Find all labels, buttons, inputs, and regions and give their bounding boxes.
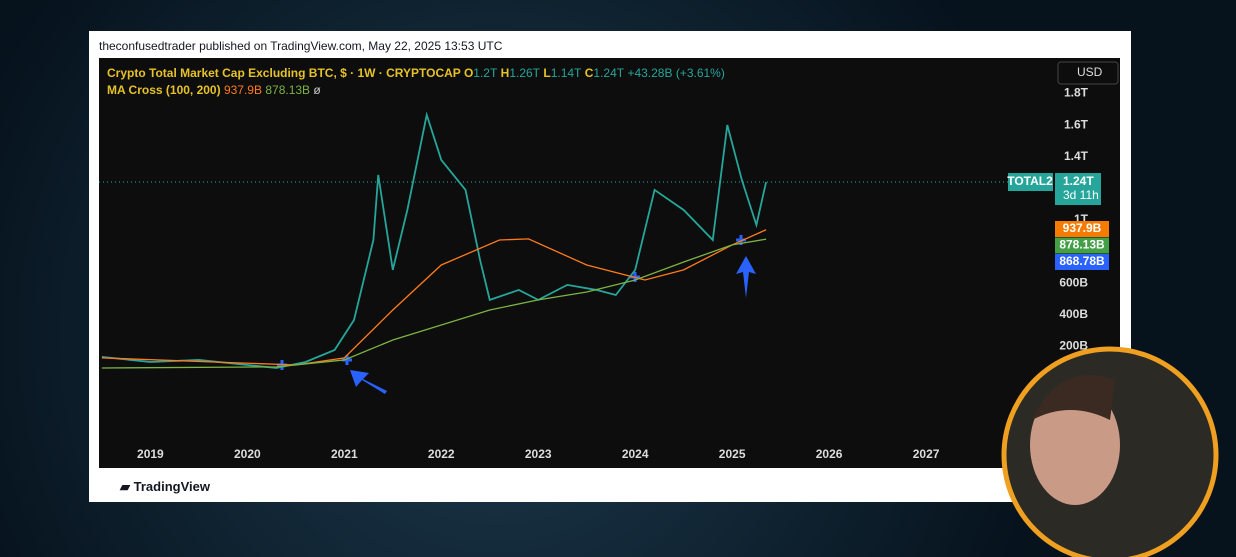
x-tick-label: 2026 — [816, 447, 843, 461]
ohlc: 1.14T — [550, 66, 582, 80]
ohlc: 1.26T — [509, 66, 541, 80]
currency-box — [1057, 61, 1119, 85]
y-tick-label: 1.8T — [1064, 86, 1089, 100]
ma-extra: ø — [313, 83, 321, 97]
price-tag-name: TOTAL2 — [1007, 174, 1053, 188]
level-tag-bg — [1055, 221, 1109, 237]
series-line — [101, 238, 767, 369]
hair — [1032, 375, 1115, 420]
logo: ▰ — [120, 479, 130, 494]
level-tag: 878.13B — [1059, 238, 1105, 252]
face — [1030, 385, 1120, 505]
level-tag: 868.78B — [1059, 254, 1105, 268]
y-tick-label: 1.4T — [1064, 149, 1089, 163]
x-tick-label: 2023 — [525, 447, 552, 461]
legend: Crypto Total Market Cap Excluding BTC, $… — [107, 65, 725, 99]
x-tick-label: 2027 — [913, 447, 940, 461]
x-tick-label: 2024 — [622, 447, 649, 461]
price-tag-price: 1.24T — [1063, 174, 1094, 188]
ohlc-key: L — [543, 66, 551, 80]
header: theconfusedtrader published on TradingVi… — [99, 39, 503, 53]
x-tick-label: 2022 — [428, 447, 455, 461]
x-tick-label: 2025 — [719, 447, 746, 461]
x-tick-label: 2020 — [234, 447, 261, 461]
ohlc-key: H — [500, 66, 510, 80]
ma-label: MA Cross (100, 200) — [107, 83, 221, 97]
y-tick-label: 200B — [1059, 339, 1088, 353]
price-tag-bg — [1055, 173, 1101, 206]
symbol: Crypto Total Market Cap Excluding BTC, $… — [107, 66, 461, 80]
level-tag: 937.9B — [1063, 221, 1102, 235]
ohlc: 1.24T — [593, 66, 625, 80]
change: +43.28B (+3.61%) — [627, 66, 725, 80]
series-line — [101, 111, 767, 369]
x-tick-label: 2021 — [331, 447, 358, 461]
ohlc: 1.2T — [473, 66, 498, 80]
ma-slow: 878.13B — [265, 83, 311, 97]
footer: ▰ TradingView — [120, 479, 210, 495]
ohlc-key: C — [584, 66, 594, 80]
y-tick-label: 400B — [1059, 307, 1088, 321]
y-tick-label: 600B — [1059, 275, 1088, 289]
plot-bg — [99, 58, 1120, 468]
level-tag-bg — [1055, 254, 1109, 270]
arrow — [350, 370, 387, 394]
brand: TradingView — [133, 479, 210, 494]
x-tick-label: 2019 — [137, 447, 164, 461]
ohlc-key: O — [463, 66, 474, 80]
price-tag-countdown: 3d 11h — [1063, 188, 1099, 202]
price-tag-name-bg — [1008, 173, 1053, 192]
currency: USD — [1077, 65, 1103, 79]
ma-fast: 937.9B — [223, 83, 262, 97]
arrow — [736, 256, 756, 298]
series-line — [101, 229, 767, 366]
y-tick-label: 1.6T — [1064, 117, 1089, 131]
level-tag-bg — [1055, 237, 1109, 254]
